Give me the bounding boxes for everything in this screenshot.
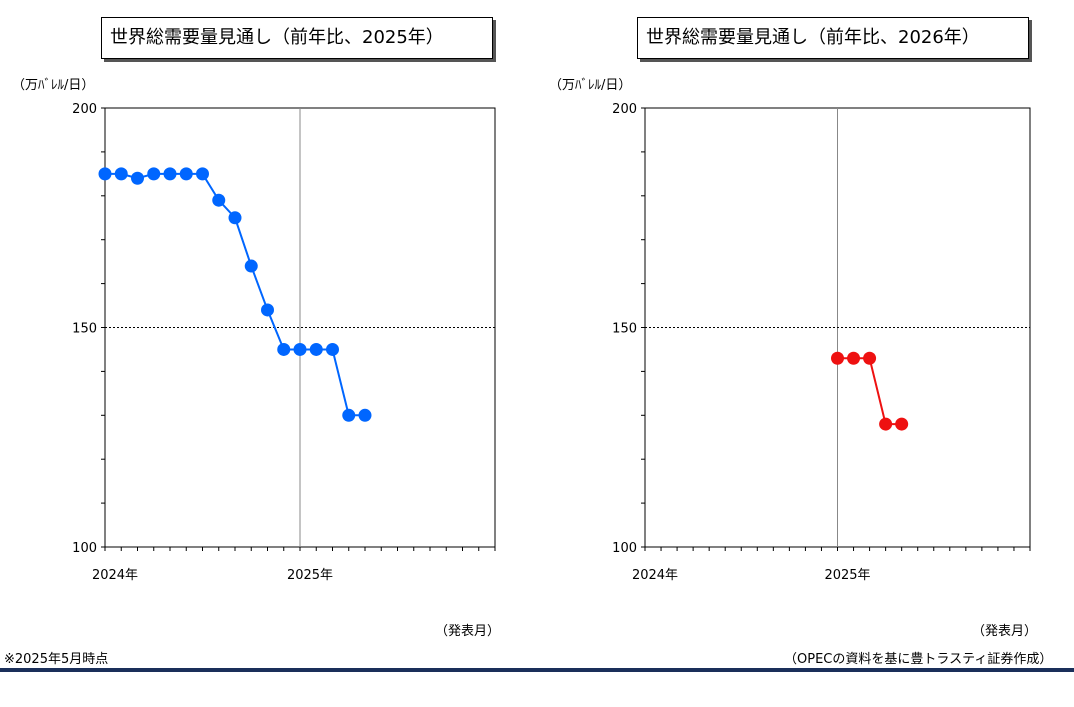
right-data-point bbox=[831, 351, 844, 365]
right-chart-title: 世界総需要量見通し（前年比、2026年） bbox=[637, 17, 1029, 59]
left-data-point bbox=[277, 342, 291, 356]
left-data-point bbox=[212, 193, 226, 207]
left-data-point bbox=[358, 408, 372, 422]
right-data-point bbox=[895, 417, 909, 431]
left-data-point bbox=[98, 167, 112, 181]
right-x-axis-label: （発表月） bbox=[972, 624, 1038, 639]
right-x-tick-label: 2025年 bbox=[824, 568, 870, 583]
right-data-point bbox=[863, 351, 877, 365]
left-data-point bbox=[261, 303, 274, 317]
left-data-point bbox=[179, 167, 193, 181]
left-series-line bbox=[105, 172, 365, 417]
left-data-point bbox=[228, 211, 242, 225]
right-y-tick-label: 100 bbox=[612, 541, 637, 556]
right-series-line bbox=[837, 357, 902, 426]
left-y-tick-label: 150 bbox=[72, 322, 97, 337]
right-y-tick-label: 200 bbox=[612, 102, 637, 117]
left-x-tick-label: 2025年 bbox=[287, 568, 333, 583]
left-data-point bbox=[163, 167, 177, 181]
footnote: ※2025年5月時点 bbox=[4, 652, 109, 667]
left-data-point bbox=[309, 342, 323, 356]
left-data-point bbox=[114, 167, 128, 181]
source-note: （OPECの資料を基に豊トラスティ証券作成） bbox=[784, 652, 1053, 667]
left-y-axis-unit: （万ﾊﾞﾚﾙ/日） bbox=[12, 78, 95, 93]
left-y-tick-label: 100 bbox=[72, 541, 97, 556]
right-data-point bbox=[879, 417, 893, 431]
left-x-axis-label: （発表月） bbox=[435, 624, 501, 639]
right-x-tick-label: 2024年 bbox=[632, 568, 678, 583]
left-x-tick-label: 2024年 bbox=[92, 568, 138, 583]
left-y-tick-label: 200 bbox=[72, 102, 97, 117]
left-data-point bbox=[293, 342, 307, 356]
right-y-axis-unit: （万ﾊﾞﾚﾙ/日） bbox=[549, 78, 632, 93]
left-data-point bbox=[244, 259, 258, 273]
left-data-point bbox=[196, 167, 209, 181]
footer-divider bbox=[0, 668, 1074, 672]
right-y-tick-label: 150 bbox=[612, 322, 637, 337]
left-data-point bbox=[342, 408, 356, 422]
right-data-point bbox=[847, 351, 861, 365]
left-data-point bbox=[147, 167, 161, 181]
left-chart-title: 世界総需要量見通し（前年比、2025年） bbox=[101, 17, 493, 59]
left-data-point bbox=[131, 171, 144, 185]
left-data-point bbox=[326, 342, 339, 356]
